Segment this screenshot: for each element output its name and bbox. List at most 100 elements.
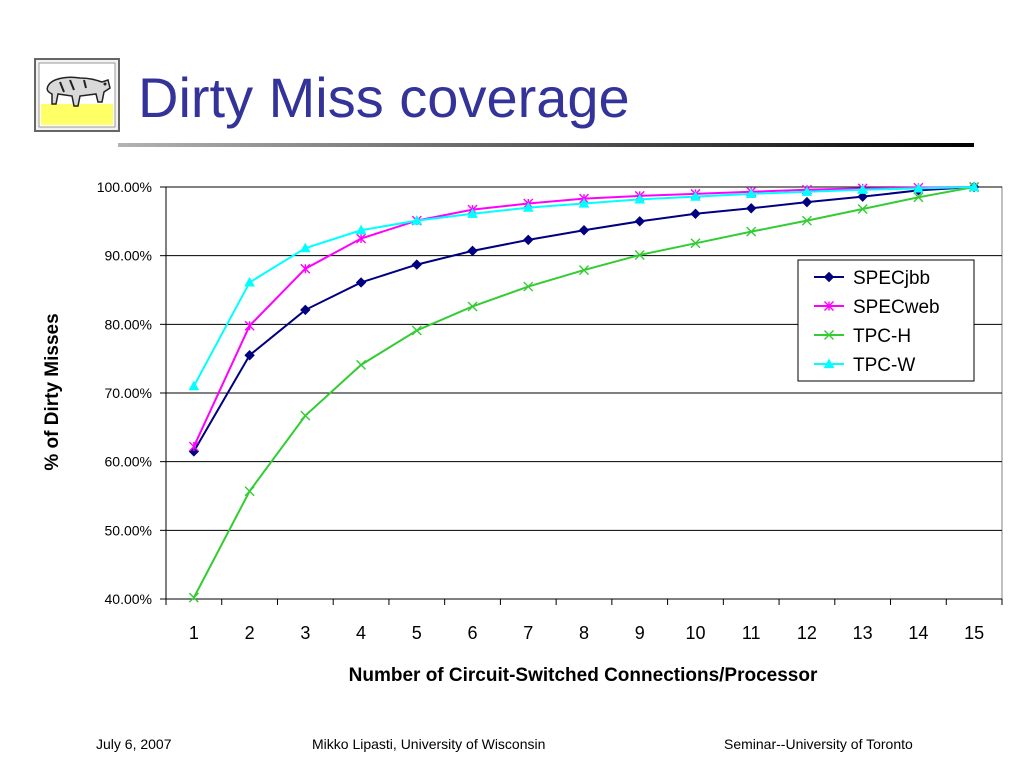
legend-label: SPECweb [853,297,940,318]
legend-item: SPECweb [814,297,940,318]
series-line [192,186,975,447]
title-underline [118,143,974,147]
data-point [746,186,757,197]
legend-label: TPC-W [853,355,915,376]
legend-label: TPC-H [853,326,911,347]
legend-swatch-marker [823,271,835,283]
data-point [188,592,199,603]
data-point [523,281,534,292]
data-point [913,192,924,203]
data-point [690,208,701,219]
legend-swatch-marker [824,330,834,340]
data-point [411,215,423,225]
data-point [968,181,980,193]
data-point [857,203,868,214]
x-tick-label: 9 [635,623,645,643]
data-point [578,225,590,236]
data-point [523,234,534,246]
x-tick-label: 13 [853,623,873,643]
data-point [969,182,980,192]
data-point [746,226,757,237]
series-line [192,186,975,599]
data-point [579,265,589,276]
series-specweb [188,182,980,452]
footer-venue: Seminar--University of Toronto [724,736,913,752]
data-point [913,185,924,196]
data-point [801,184,812,195]
data-point [522,202,534,212]
data-point [579,193,589,204]
data-point [801,186,813,196]
x-tick-label: 11 [742,623,761,643]
data-point [300,304,311,316]
data-point [745,188,757,198]
y-tick-label: 40.00% [105,591,152,607]
data-point [188,441,199,452]
legend-item: SPECjbb [814,268,930,289]
data-point [634,249,645,260]
x-tick-label: 3 [300,623,310,643]
data-point [356,359,367,370]
x-tick-label: 14 [908,623,928,643]
data-point [244,320,255,331]
data-point [634,216,645,227]
x-tick-label: 1 [189,623,199,643]
x-tick-label: 2 [245,623,255,643]
series-line [192,186,975,387]
series-specjbb [188,181,980,457]
data-point [467,301,478,312]
data-point [690,191,701,201]
data-point [857,183,868,194]
footer-author: Mikko Lipasti, University of Wisconsin [312,736,546,752]
x-tick-label: 5 [412,623,422,643]
y-tick-label: 80.00% [105,316,152,332]
slide-title: Dirty Miss coverage [138,66,630,129]
series-tpc-w [188,181,980,391]
x-tick-label: 10 [685,623,705,643]
footer-date: July 6, 2007 [96,736,172,752]
data-point [969,182,980,192]
data-point [356,233,367,244]
data-point [188,446,200,457]
y-tick-label: 70.00% [105,385,152,401]
x-tick-label: 8 [579,623,589,643]
data-point [467,208,478,218]
data-point [355,277,367,288]
x-tick-label: 4 [356,623,366,643]
data-point [690,238,701,249]
data-point [968,181,980,192]
cow-painting-logo [34,58,120,132]
chart-legend: SPECjbb SPECweb TPC-H TPC-W [797,259,975,382]
data-point [801,215,812,226]
x-tick-label: 7 [523,623,533,643]
data-point [857,184,869,194]
data-point [467,245,478,257]
y-tick-label: 100.00% [97,179,152,195]
legend-swatch-marker [823,358,835,369]
data-point [745,203,757,214]
data-point [578,197,590,208]
data-point [411,325,422,336]
x-tick-label: 15 [964,623,984,643]
data-point [634,190,645,201]
data-point [634,193,646,204]
data-point [523,198,534,209]
data-point [299,242,311,253]
data-point [801,196,813,208]
data-point [690,188,701,199]
y-axis-label: % of Dirty Misses [42,313,63,470]
legend-item: TPC-W [814,355,915,376]
legend-label: SPECjbb [853,268,930,289]
data-point [355,224,367,235]
plot-area [165,186,1003,600]
data-point [913,182,924,193]
data-point [300,410,311,421]
data-point [411,259,423,270]
data-point [300,263,311,274]
data-point [857,191,868,202]
x-axis-label: Number of Circuit-Switched Connections/P… [349,665,818,686]
data-point [913,182,924,193]
data-point [244,486,255,497]
legend-item: TPC-H [814,326,911,347]
x-tick-label: 6 [468,623,478,643]
